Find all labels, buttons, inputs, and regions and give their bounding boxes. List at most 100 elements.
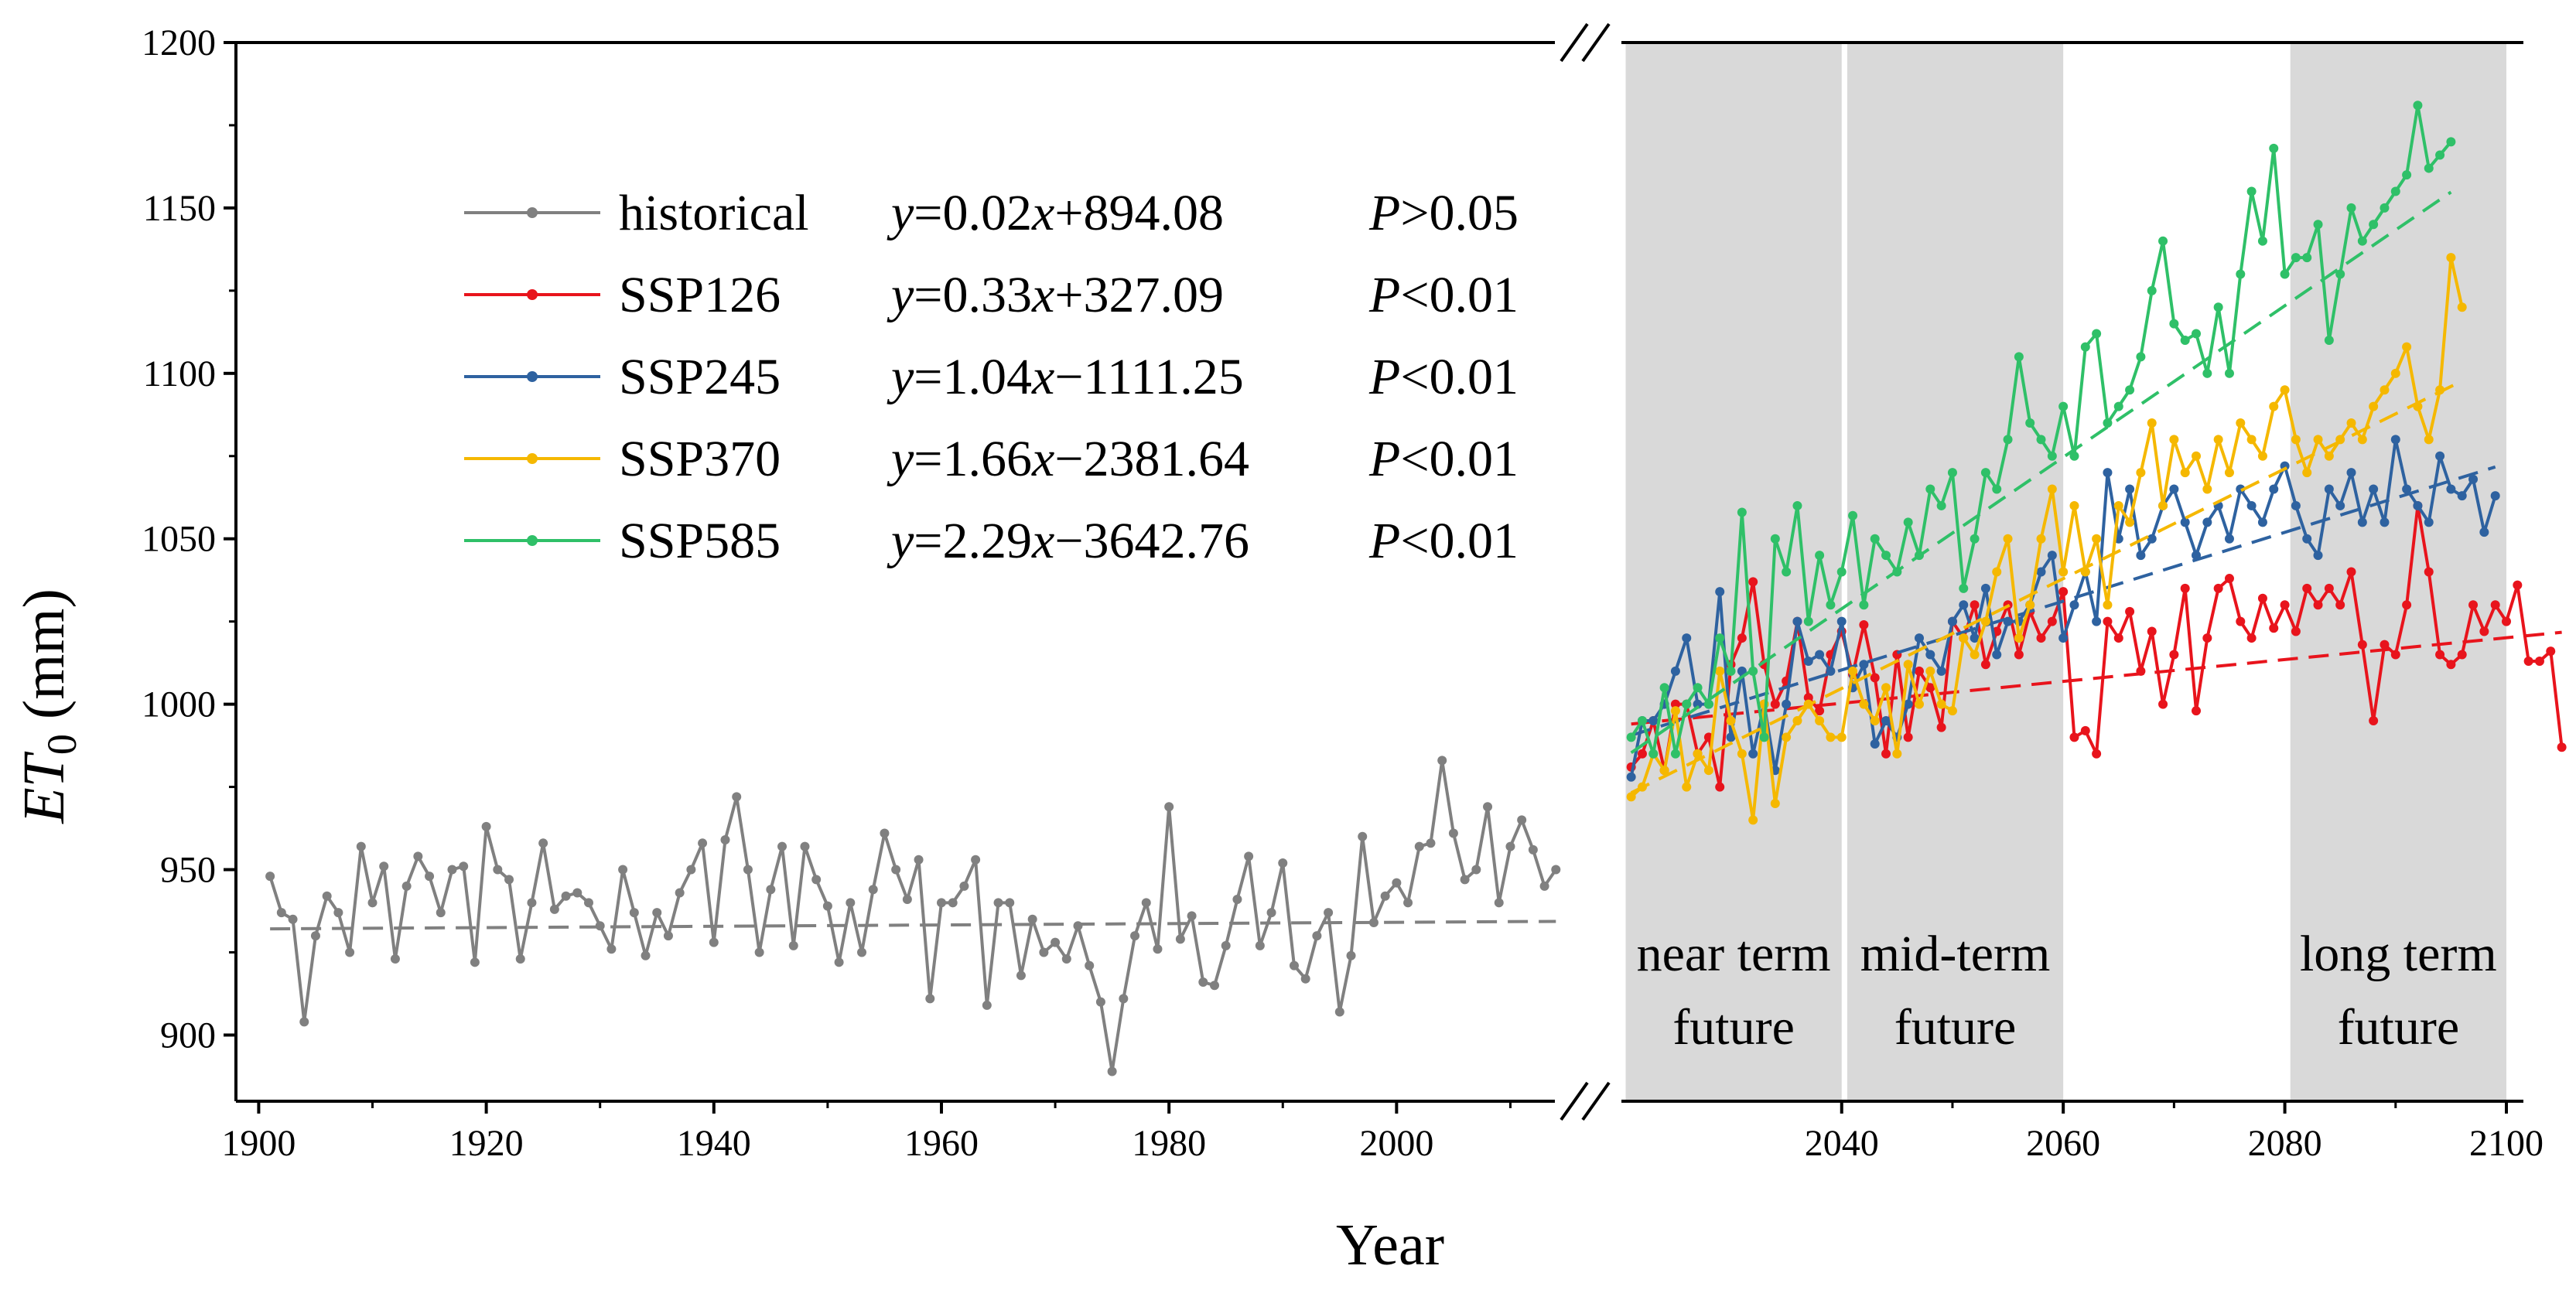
data-point bbox=[1859, 600, 1869, 610]
data-point bbox=[1693, 699, 1703, 709]
data-point bbox=[2069, 600, 2079, 610]
data-point bbox=[2435, 650, 2445, 660]
data-point bbox=[2213, 435, 2223, 445]
data-point bbox=[1970, 600, 1980, 610]
data-point bbox=[1715, 782, 1725, 792]
data-point bbox=[379, 861, 389, 872]
data-point bbox=[390, 954, 400, 964]
data-point bbox=[1959, 633, 1969, 643]
data-point bbox=[1881, 551, 1891, 561]
regression-equation: y=1.66x−2381.64 bbox=[887, 431, 1249, 487]
data-point bbox=[2147, 626, 2157, 636]
data-point bbox=[993, 898, 1003, 908]
data-point bbox=[2269, 484, 2279, 494]
data-point bbox=[1471, 865, 1481, 875]
axis-break-mark bbox=[1560, 1081, 1589, 1121]
data-point bbox=[345, 947, 355, 957]
regression-equation: y=0.33x+327.09 bbox=[887, 267, 1224, 323]
data-point bbox=[595, 921, 605, 931]
data-point bbox=[2213, 583, 2223, 593]
p-value: P>0.05 bbox=[1368, 185, 1519, 241]
data-point bbox=[2202, 633, 2212, 643]
data-point bbox=[1715, 633, 1725, 643]
x-tick-label: 1920 bbox=[449, 1123, 524, 1164]
data-point bbox=[1759, 732, 1769, 742]
data-point bbox=[1925, 484, 1935, 494]
data-point bbox=[1715, 666, 1725, 676]
data-point bbox=[2169, 484, 2179, 494]
data-point bbox=[1970, 650, 1980, 660]
data-point bbox=[2080, 567, 2090, 577]
data-point bbox=[2335, 435, 2345, 445]
data-point bbox=[2335, 500, 2345, 510]
data-point bbox=[1726, 732, 1736, 742]
data-point bbox=[1947, 616, 1957, 626]
data-point bbox=[436, 908, 446, 918]
period-label-line1: near term bbox=[1637, 926, 1831, 982]
data-point bbox=[2113, 500, 2123, 510]
data-point bbox=[1551, 865, 1561, 875]
data-point bbox=[948, 898, 958, 908]
data-point bbox=[1659, 766, 1669, 776]
data-point bbox=[2302, 583, 2312, 593]
p-value: P<0.01 bbox=[1368, 431, 1519, 487]
data-point bbox=[549, 904, 559, 914]
data-point bbox=[1153, 944, 1163, 954]
data-point bbox=[2224, 468, 2234, 478]
x-tick-label: 2100 bbox=[2469, 1123, 2544, 1164]
x-tick-label: 2000 bbox=[1359, 1123, 1433, 1164]
data-point bbox=[663, 931, 673, 941]
data-point bbox=[1141, 898, 1151, 908]
data-point bbox=[2302, 534, 2312, 544]
data-point bbox=[1517, 815, 1527, 825]
data-point bbox=[1005, 898, 1015, 908]
data-point bbox=[686, 865, 696, 875]
period-label-line1: long term bbox=[2300, 926, 2497, 982]
x-axis-title: Year bbox=[1336, 1213, 1444, 1278]
data-point bbox=[2236, 269, 2246, 279]
data-point bbox=[2479, 527, 2489, 537]
data-point bbox=[538, 838, 548, 848]
data-point bbox=[1737, 749, 1747, 759]
data-point bbox=[2357, 236, 2367, 246]
data-point bbox=[2424, 435, 2434, 445]
data-point bbox=[880, 828, 890, 838]
data-point bbox=[2180, 336, 2190, 346]
data-point bbox=[2369, 401, 2379, 411]
data-point bbox=[2313, 600, 2323, 610]
data-point bbox=[1980, 660, 1990, 670]
data-point bbox=[1782, 699, 1792, 709]
data-point bbox=[2103, 418, 2113, 428]
data-point bbox=[1539, 881, 1549, 891]
data-point bbox=[2380, 517, 2390, 527]
data-point bbox=[1892, 567, 1902, 577]
legend: historical y=0.02x+894.08 P>0.05 SSP126 y=0.… bbox=[464, 185, 1519, 569]
data-point bbox=[2069, 451, 2079, 461]
data-point bbox=[2534, 657, 2544, 667]
data-point bbox=[2047, 451, 2057, 461]
data-point bbox=[504, 875, 514, 885]
data-point bbox=[2402, 170, 2412, 180]
data-point bbox=[2113, 401, 2123, 411]
data-point bbox=[1870, 739, 1880, 749]
data-point bbox=[2236, 616, 2246, 626]
data-point bbox=[2346, 418, 2356, 428]
data-point bbox=[1914, 699, 1924, 709]
data-point bbox=[2169, 650, 2179, 660]
data-point bbox=[936, 898, 946, 908]
series-ssp585 bbox=[1626, 101, 2456, 759]
data-point bbox=[2192, 706, 2202, 716]
y-tick-label: 1000 bbox=[142, 684, 216, 725]
data-point bbox=[766, 885, 776, 895]
data-point bbox=[2246, 500, 2257, 510]
legend-label: SSP370 bbox=[619, 431, 781, 487]
data-point bbox=[1925, 683, 1935, 693]
data-point bbox=[2113, 633, 2123, 643]
data-point bbox=[2390, 435, 2400, 445]
data-point bbox=[515, 954, 525, 964]
data-point bbox=[1815, 650, 1825, 660]
data-point bbox=[2357, 640, 2367, 650]
data-point bbox=[2180, 468, 2190, 478]
data-point bbox=[2502, 616, 2511, 626]
data-point bbox=[2446, 137, 2456, 147]
